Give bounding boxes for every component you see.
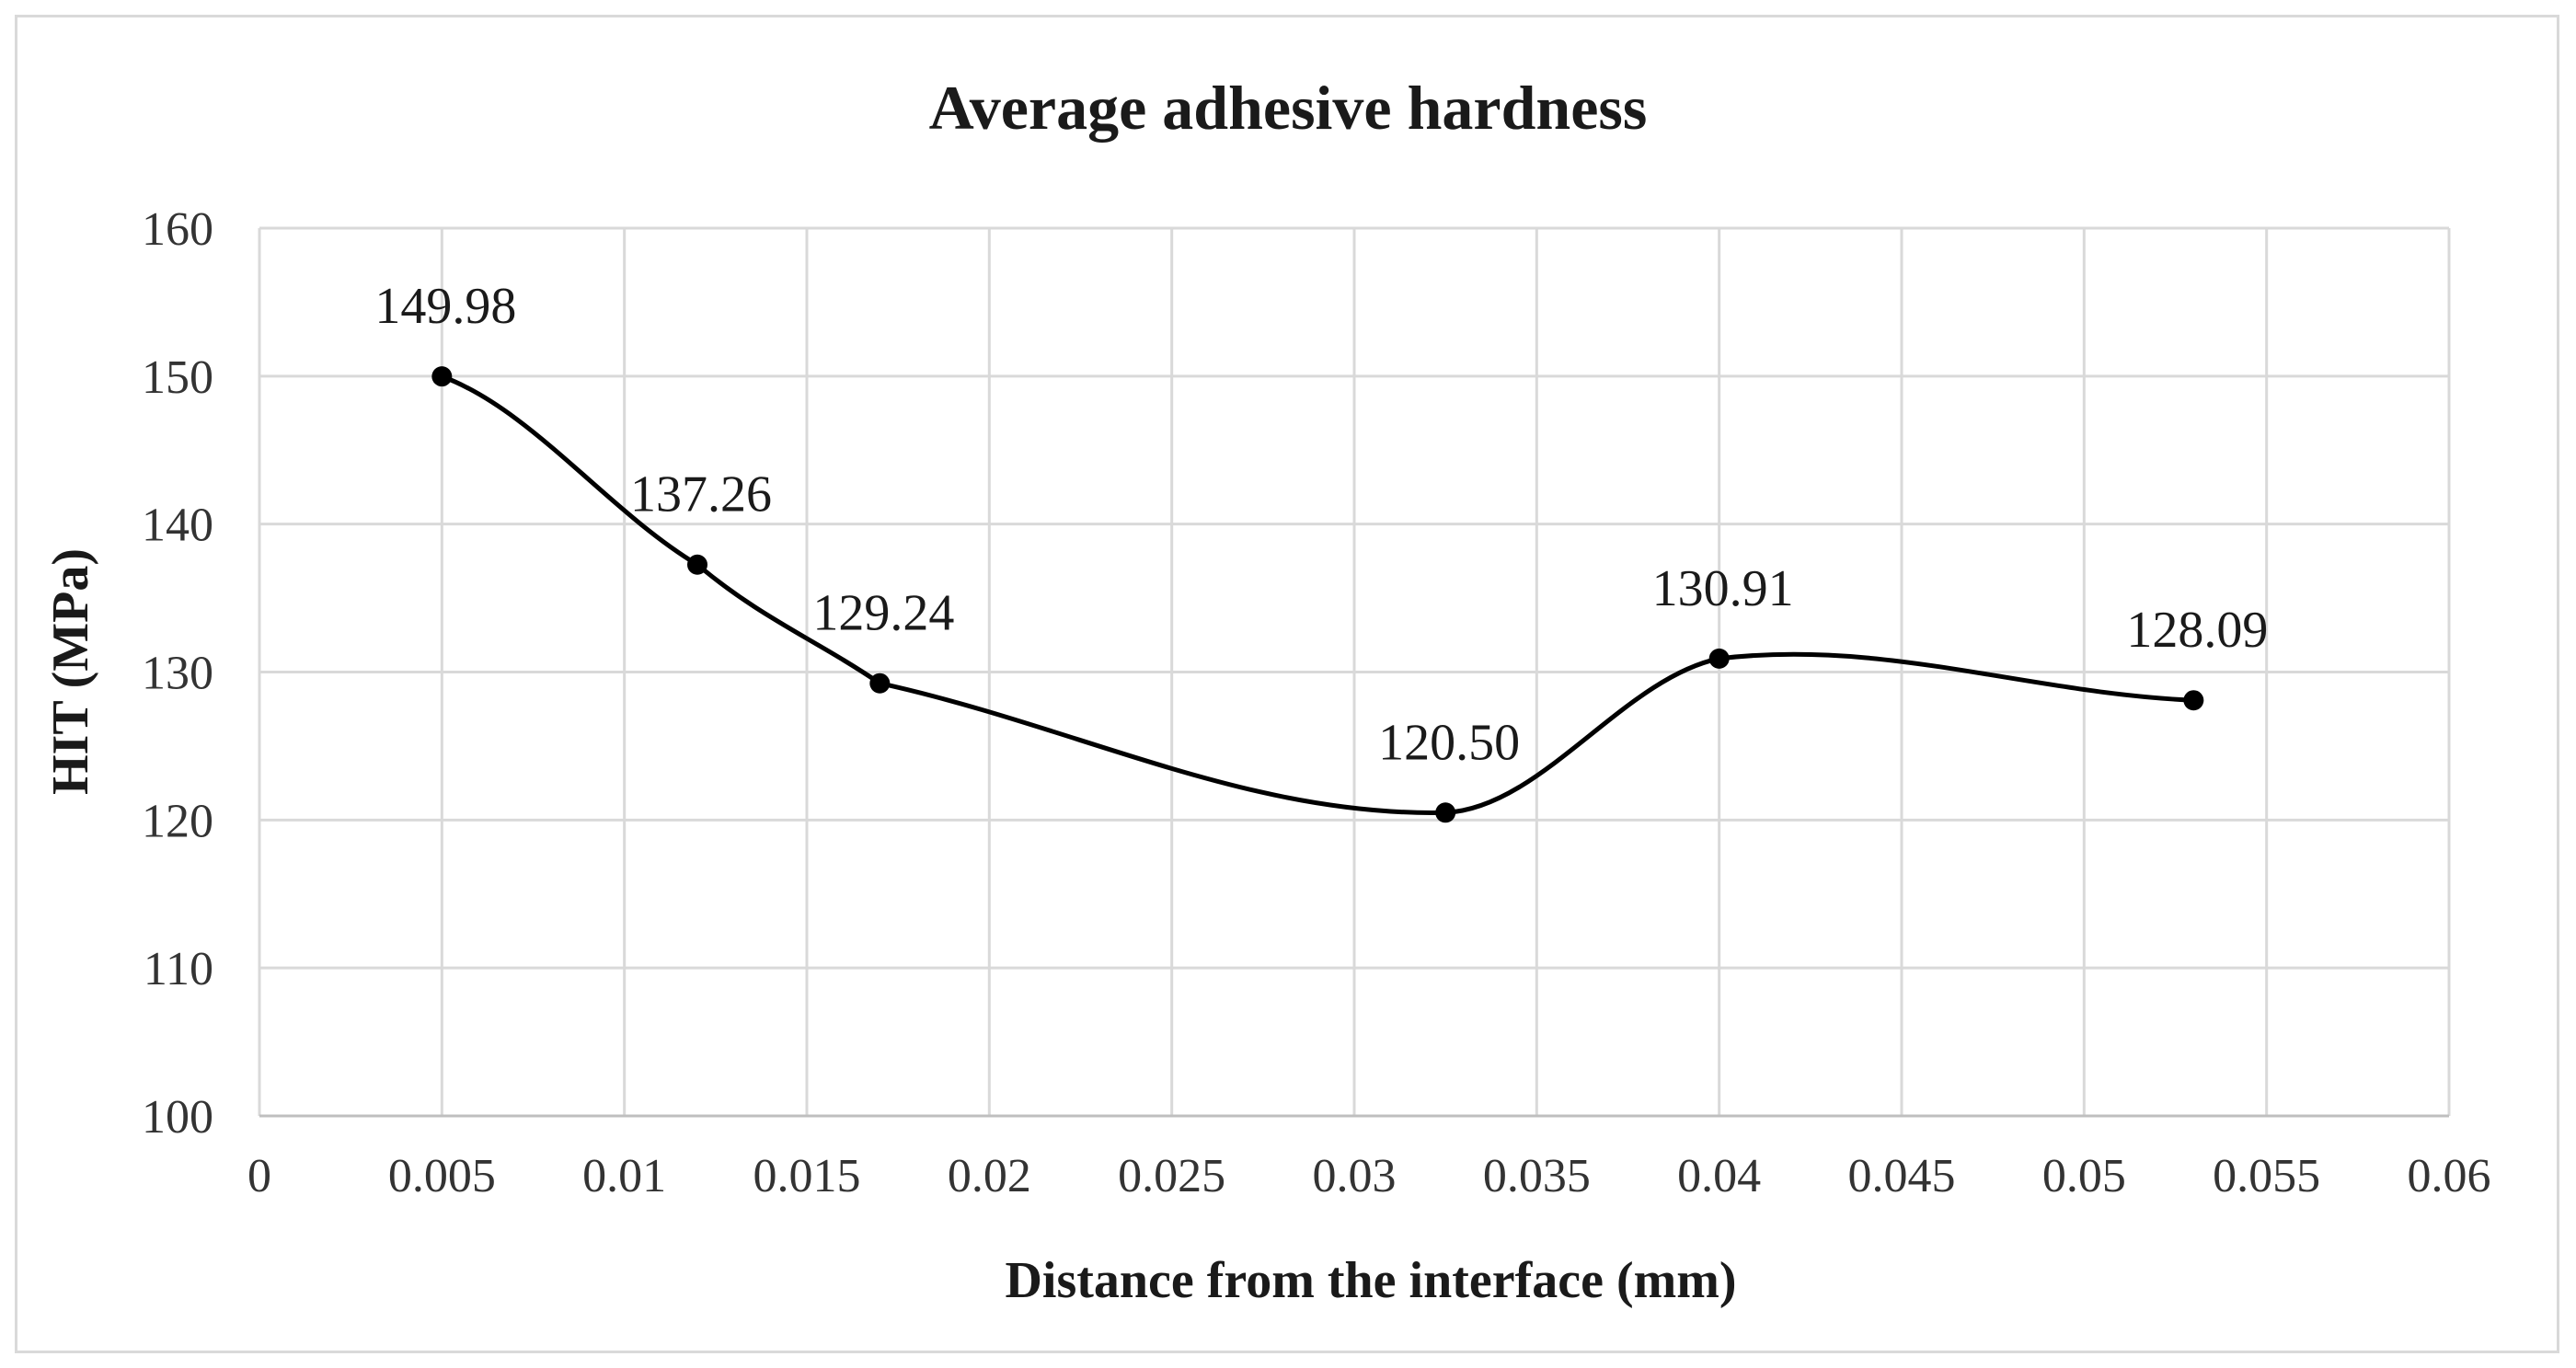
data-label: 130.91 [1652, 560, 1794, 617]
x-tick-label: 0.015 [753, 1150, 861, 1202]
data-label: 149.98 [374, 278, 516, 335]
data-markers [431, 366, 2204, 823]
gridlines [258, 226, 2451, 1116]
data-point [431, 366, 453, 387]
x-tick-label: 0.005 [388, 1150, 496, 1202]
x-tick-label: 0.04 [1677, 1150, 1761, 1202]
y-axis-title: HIT (MPa) [42, 548, 99, 795]
y-tick-label: 160 [142, 203, 213, 256]
x-tick-label: 0.06 [2408, 1150, 2491, 1202]
x-tick-label: 0.01 [582, 1150, 666, 1202]
x-tick-label: 0.055 [2213, 1150, 2320, 1202]
data-point [2183, 690, 2204, 711]
x-tick-label: 0.025 [1118, 1150, 1225, 1202]
y-tick-labels: 100 110 120 130 140 150 160 [142, 203, 213, 1144]
data-labels: 149.98 137.26 129.24 120.50 130.91 128.09 [374, 278, 2268, 771]
x-tick-labels: 0 0.005 0.01 0.015 0.02 0.025 0.03 0.035 0.04 0.0… [247, 1150, 2491, 1202]
chart-title: Average adhesive hardness [929, 73, 1648, 143]
x-tick-label: 0.03 [1313, 1150, 1397, 1202]
data-point [687, 554, 707, 575]
y-tick-label: 150 [142, 351, 213, 404]
y-tick-label: 100 [142, 1091, 213, 1144]
data-label: 120.50 [1378, 714, 1520, 771]
series-line [441, 374, 2194, 815]
series [441, 374, 2194, 815]
x-tick-label: 0 [247, 1150, 271, 1202]
x-tick-label: 0.045 [1848, 1150, 1956, 1202]
x-tick-label: 0.05 [2042, 1150, 2126, 1202]
data-point [1708, 648, 1730, 669]
x-tick-label: 0.035 [1483, 1150, 1591, 1202]
x-tick-label: 0.02 [948, 1150, 1031, 1202]
y-tick-label: 120 [142, 795, 213, 847]
y-tick-label: 130 [142, 648, 213, 700]
chart-frame [15, 15, 2559, 1353]
data-point [869, 673, 891, 694]
y-tick-label: 140 [142, 500, 213, 552]
y-tick-label: 110 [144, 943, 213, 995]
x-axis-title: Distance from the interface (mm) [1005, 1252, 1736, 1309]
data-label: 129.24 [812, 585, 954, 642]
data-label: 137.26 [630, 466, 772, 523]
data-label: 128.09 [2126, 602, 2268, 659]
data-point [1435, 802, 1456, 823]
